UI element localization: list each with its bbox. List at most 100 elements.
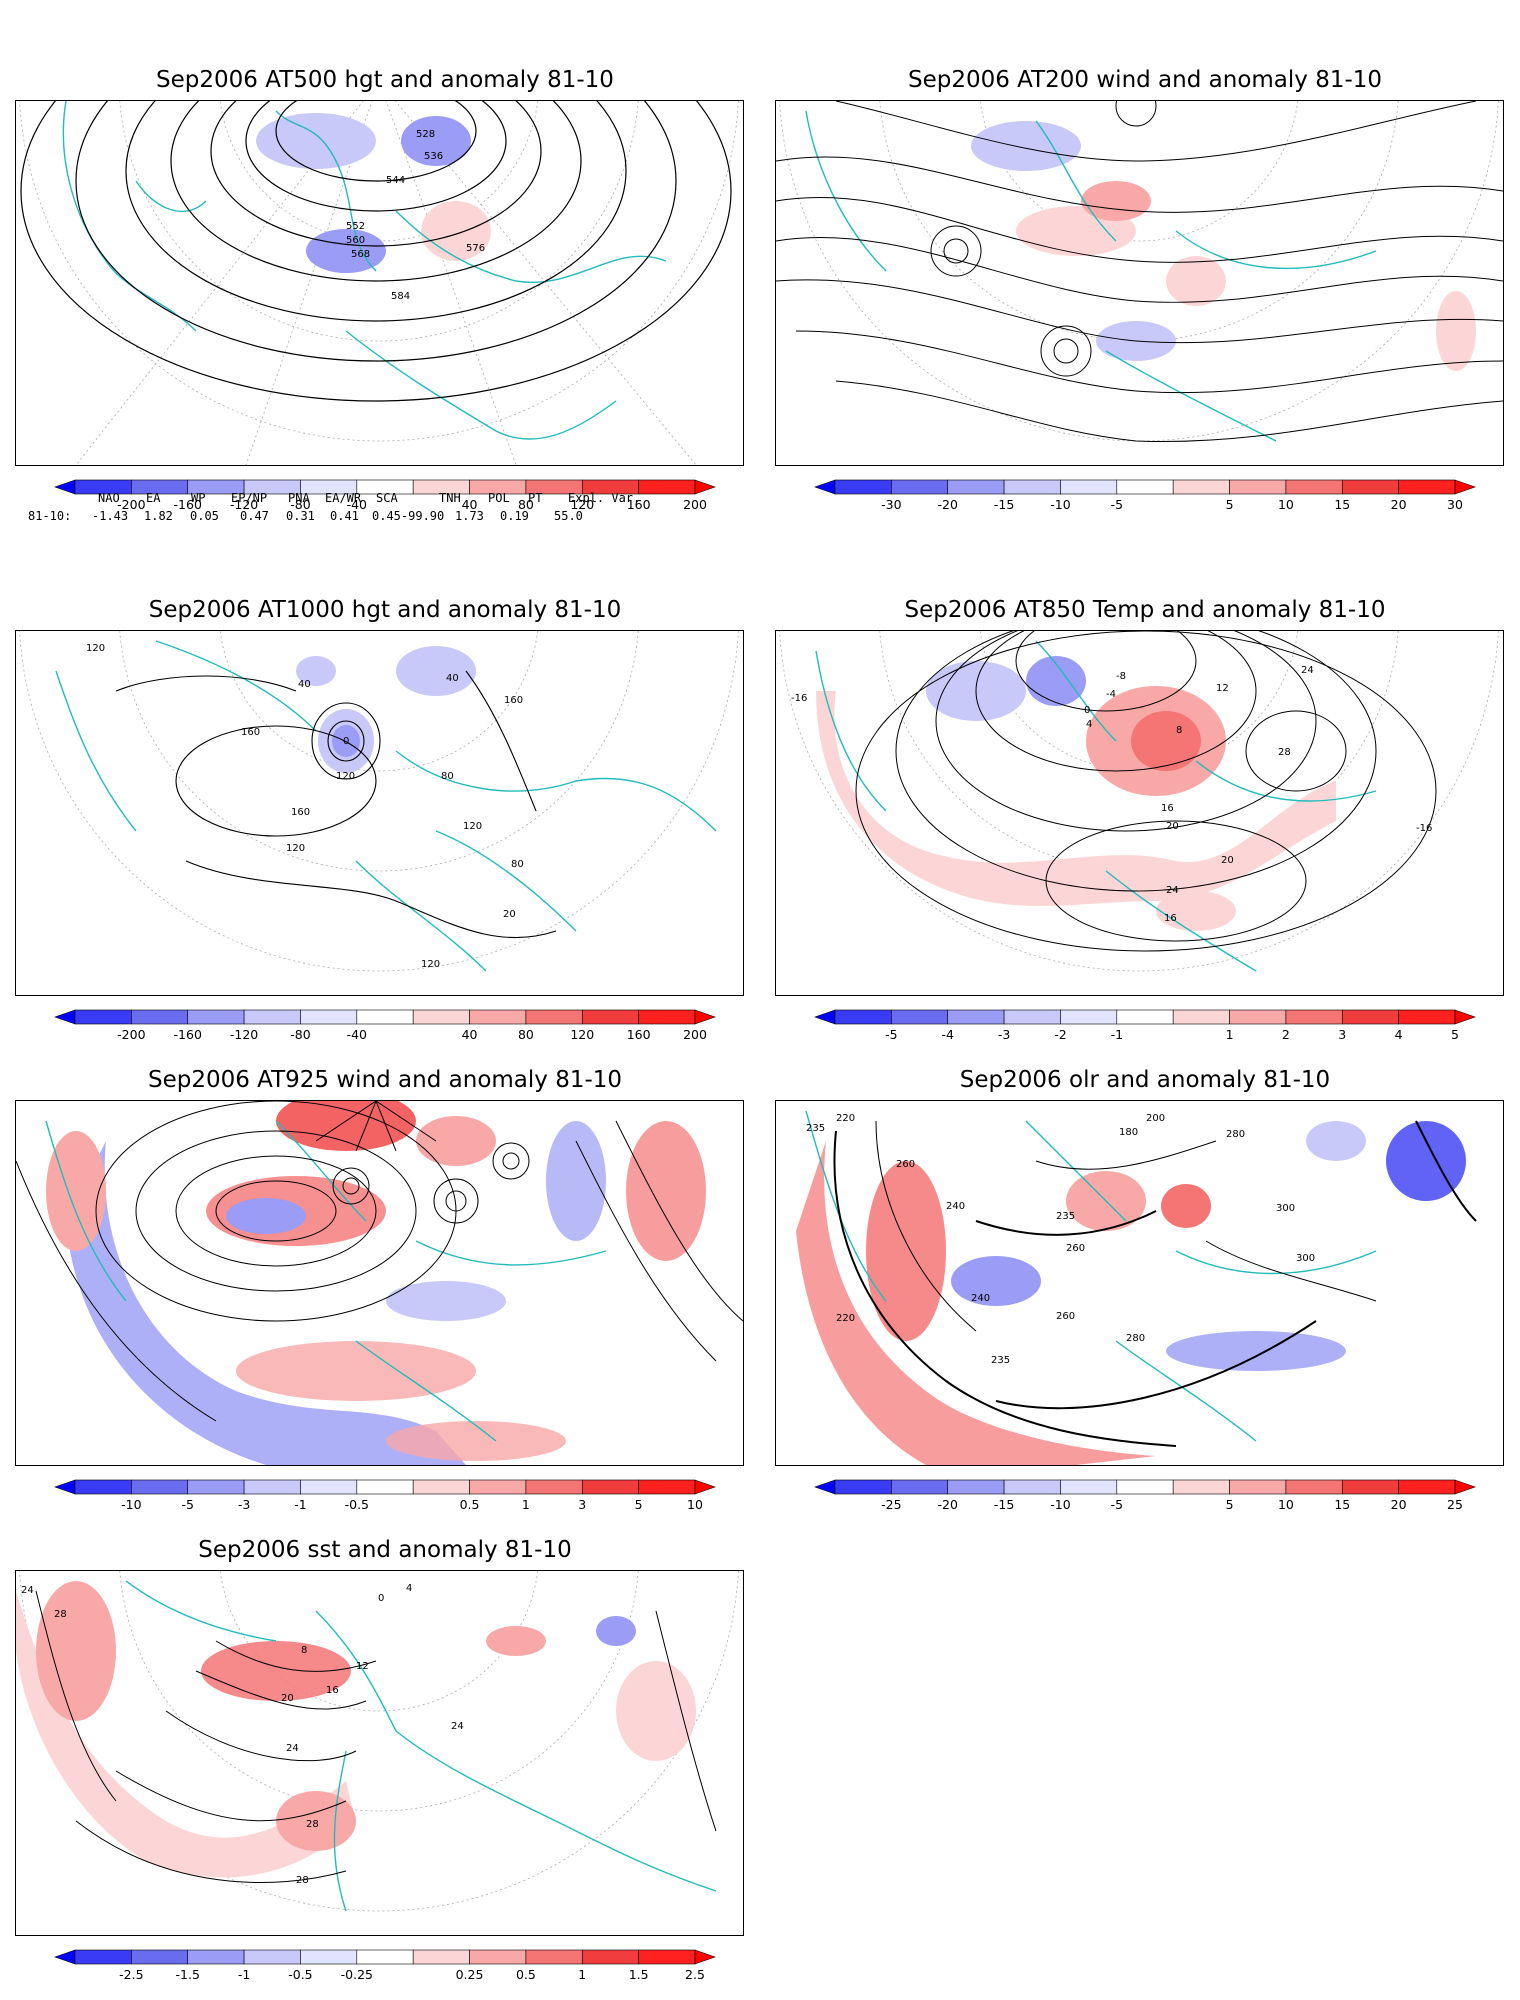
contour-label: 12 (1216, 683, 1229, 694)
colorbar-tick-label: -5 (1111, 1497, 1123, 1512)
contour-label: 560 (346, 235, 365, 246)
colorbar-tick-label: 3 (578, 1497, 586, 1512)
map-frame (15, 1100, 744, 1466)
colorbar-tick-label: -1 (1111, 1027, 1123, 1042)
colorbar-tick-label: -5 (885, 1027, 897, 1042)
contour-label: 160 (241, 727, 260, 738)
colorbar-segment (469, 1949, 527, 1965)
contour-label: -8 (1116, 671, 1126, 682)
colorbar-segment (469, 1479, 527, 1495)
contour-label: 20 (1221, 855, 1234, 866)
polar-map: 24 28 0 4 8 12 16 20 24 28 28 24 (16, 1571, 739, 1912)
map-frame (775, 100, 1504, 466)
colorbar-tick-label: 40 (462, 497, 478, 512)
colorbar-tick-label: 1 (522, 1497, 530, 1512)
colorbar-tick-label: -4 (941, 1027, 954, 1042)
panel-title: Sep2006 AT850 Temp and anomaly 81-10 (904, 597, 1386, 623)
anomaly-shading (46, 1101, 706, 1465)
colorbar-svg: -10 -5 -3 -1 -0.5 0.5 1 3 5 10 (54, 1479, 716, 1512)
colorbar-tick-label: -80 (290, 1027, 310, 1042)
colorbar-tick-label: 30 (1447, 497, 1463, 512)
polar-map: 120 40 0 160 120 160 120 80 80 40 120 20… (19, 631, 739, 972)
colorbar-tick-label: -40 (347, 1027, 367, 1042)
contour-label: 0 (378, 1593, 384, 1604)
colorbar-tick-label: -2 (1054, 1027, 1066, 1042)
contour-labels: 24 28 0 4 8 12 16 20 24 28 28 24 (21, 1583, 464, 1886)
colorbar-segment (834, 1009, 892, 1025)
contour-label: 16 (1161, 803, 1174, 814)
panel-title: Sep2006 olr and anomaly 81-10 (959, 1067, 1331, 1093)
colorbar-segment (891, 1479, 949, 1495)
panel-title: Sep2006 AT200 wind and anomaly 81-10 (907, 67, 1383, 93)
tele-value: 0.45-99.90 (372, 509, 445, 523)
colorbar-tick-label: 200 (683, 497, 707, 512)
contour-label: 0 (343, 736, 349, 747)
colorbar-segment (1116, 1009, 1174, 1025)
colorbar-tick-label: 3 (1338, 1027, 1346, 1042)
colorbar-segment (1341, 479, 1399, 495)
streamlines (776, 101, 1503, 442)
colorbar-tick-label: 25 (1447, 1497, 1463, 1512)
colorbar-tick-label: 80 (518, 497, 534, 512)
tele-value: 0.47 (240, 509, 269, 523)
contour-label: -4 (1106, 689, 1116, 700)
colorbar-tick-label: 5 (1226, 497, 1234, 512)
colorbar-segment (300, 1009, 358, 1025)
colorbar-segment (1172, 1479, 1230, 1495)
colorbar-segment (834, 1479, 892, 1495)
colorbar-tick-label: -120 (230, 1027, 258, 1042)
coastlines (45, 1120, 607, 1442)
colorbar-tick-label: 4 (1395, 1027, 1403, 1042)
colorbar-tick-label: -30 (881, 497, 901, 512)
contour-label: 120 (286, 843, 305, 854)
colorbar-segment (131, 1009, 189, 1025)
contour-label: 280 (1226, 1129, 1245, 1140)
contour-label: 12 (356, 1661, 369, 1672)
colorbar-arrow-left (54, 1009, 76, 1025)
contour-labels: 528 536 544 552 560 568 576 584 (346, 129, 485, 302)
contour-label: 80 (511, 859, 524, 870)
tele-value: 0.31 (286, 509, 315, 523)
colorbar-tick-label: 2 (1282, 1027, 1290, 1042)
olr-contours (833, 1120, 1477, 1447)
colorbar-tick-label: -20 (938, 1497, 958, 1512)
colorbar-segment (947, 1479, 1005, 1495)
contour-label: 20 (1166, 821, 1179, 832)
contour-label: 4 (1086, 719, 1092, 730)
tele-value: -1.43 (92, 509, 129, 523)
colorbar-segment (891, 479, 949, 495)
contour-label: 28 (54, 1609, 67, 1620)
polar-map: 220 235 260 200 240 180 280 300 235 260 … (796, 1110, 1477, 1465)
contour-label: 16 (326, 1685, 339, 1696)
coastlines (125, 1580, 717, 1912)
colorbar: -2.5 -1.5 -1 -0.5 -0.25 0.25 0.5 1 1.5 2.5 (54, 1948, 716, 1986)
colorbar: -200 -160 -120 -80 -40 40 80 120 160 200 (54, 478, 716, 516)
teleconnection-table: NAO EA WP EP/NP PNA EA/WR SCA TNH POL PT… (28, 491, 728, 527)
colorbar-svg: -2.5 -1.5 -1 -0.5 -0.25 0.25 0.5 1 1.5 2.5 (54, 1949, 716, 1982)
contour-label: 20 (503, 909, 516, 920)
colorbar-tick-label: 120 (570, 497, 594, 512)
colorbar-tick-label: 120 (570, 1027, 594, 1042)
graticule (779, 631, 1499, 972)
tele-header: NAO (98, 491, 120, 505)
colorbar-tick-label: -5 (181, 1497, 193, 1512)
colorbar-segment (1003, 1479, 1061, 1495)
colorbar-segment (1398, 1479, 1456, 1495)
contour-label: 120 (421, 959, 440, 970)
colorbar-segment (131, 1479, 189, 1495)
coastlines (55, 640, 717, 972)
contour-label: 528 (416, 129, 435, 140)
colorbar-segment (638, 1949, 696, 1965)
contour-label: 24 (21, 1585, 34, 1596)
colorbar-arrow-left (814, 479, 836, 495)
contour-label: 300 (1296, 1253, 1315, 1264)
colorbar-segment (525, 1949, 583, 1965)
colorbar-svg: -5 -4 -3 -2 -1 1 2 3 4 5 (814, 1009, 1476, 1042)
tele-header: SCA (376, 491, 398, 505)
contour-label: 568 (351, 249, 370, 260)
contour-label: 260 (896, 1159, 915, 1170)
colorbar-segment (356, 1479, 414, 1495)
tele-header-row: NAO EA WP EP/NP PNA EA/WR SCA TNH POL PT… (28, 491, 728, 509)
contour-label: 40 (298, 679, 311, 690)
contour-labels: 120 40 0 160 120 160 120 80 80 40 120 20… (86, 643, 524, 970)
